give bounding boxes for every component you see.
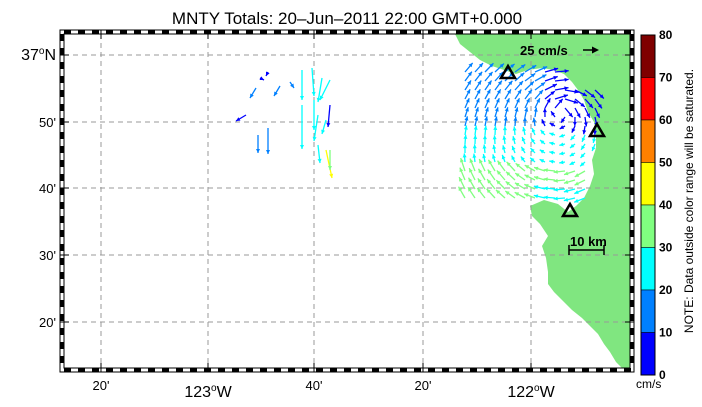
longitude-label: 20' [415, 378, 432, 393]
longitude-label: 122oW [507, 383, 555, 401]
colorbar-unit: cm/s [636, 377, 661, 391]
colorbar-tick: 60 [659, 113, 673, 127]
radar-sites [498, 63, 607, 218]
latitude-label: 30' [39, 248, 56, 263]
colorbar-tick: 30 [659, 241, 673, 255]
map-title: MNTY Totals: 20–Jun–2011 22:00 GMT+0.000 [172, 9, 522, 28]
colorbar [640, 34, 656, 376]
latitude-label: 50' [39, 115, 56, 130]
radar-site-icon [587, 121, 607, 138]
longitude-label: 20' [93, 378, 110, 393]
longitude-label: 40' [306, 378, 323, 393]
colorbar-tick: 10 [659, 326, 673, 340]
coastline-land [455, 34, 630, 368]
colorbar-tick-labels: 80 70 60 50 40 30 20 10 0 [659, 28, 673, 382]
colorbar-tick: 50 [659, 156, 673, 170]
colorbar-tick: 80 [659, 28, 673, 42]
colorbar-tick: 0 [659, 368, 666, 382]
latitude-labels: 37oN 50' 40' 30' 20' [21, 46, 56, 330]
latitude-label: 40' [39, 181, 56, 196]
reference-vector-label: 25 cm/s [520, 43, 568, 58]
colorbar-tick: 70 [659, 71, 673, 85]
radar-site-icon [560, 201, 580, 218]
current-vectors [235, 62, 605, 203]
colorbar-tick: 20 [659, 283, 673, 297]
scale-bar [568, 245, 605, 255]
scale-bar-label: 10 km [570, 234, 607, 249]
map-frame [59, 29, 635, 373]
latitude-label: 37oN [21, 46, 56, 64]
longitude-label: 123oW [184, 383, 232, 401]
radar-site-icon [498, 63, 518, 80]
colorbar-tick: 40 [659, 198, 673, 212]
latitude-label: 20' [39, 315, 56, 330]
reference-vector-arrow [583, 46, 599, 54]
colorbar-note: NOTE: Data outside color range will be s… [682, 69, 696, 333]
longitude-labels: 20' 123oW 40' 20' 122oW [93, 378, 556, 401]
